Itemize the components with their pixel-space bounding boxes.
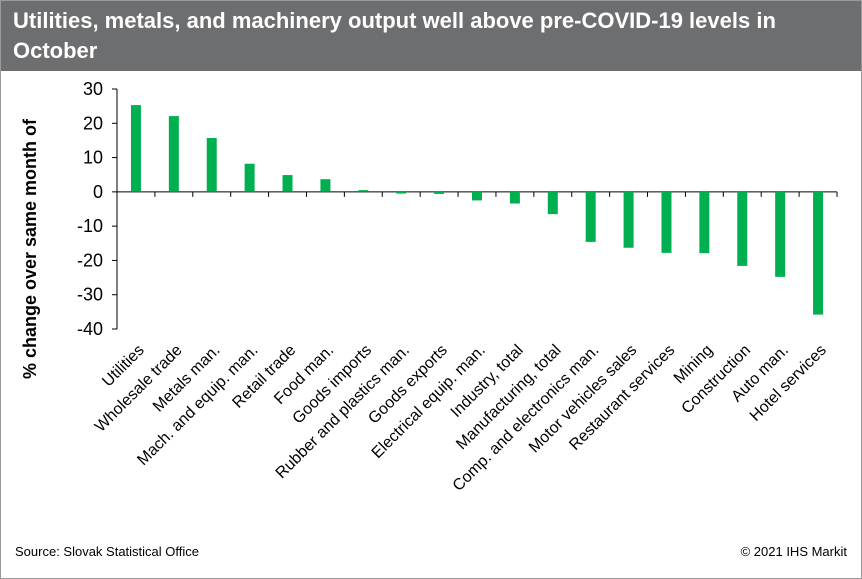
- bar: [472, 191, 482, 201]
- bar: [661, 191, 672, 253]
- y-tick-label: 0: [93, 182, 103, 202]
- bar: [244, 163, 255, 192]
- bar: [509, 191, 520, 204]
- y-tick-label: -20: [77, 250, 103, 270]
- bar: [775, 191, 786, 277]
- chart-title: Utilities, metals, and machinery output …: [13, 8, 776, 63]
- bar: [813, 191, 824, 315]
- bar: [737, 191, 748, 266]
- bar: [130, 105, 141, 192]
- y-tick-label: -40: [77, 319, 103, 339]
- bar: [585, 191, 596, 242]
- copyright-note: © 2021 IHS Markit: [740, 544, 847, 559]
- y-tick-label: -10: [77, 216, 103, 236]
- y-tick-label: -30: [77, 285, 103, 305]
- source-note: Source: Slovak Statistical Office: [15, 544, 200, 559]
- y-tick-label: 30: [83, 79, 103, 99]
- y-tick-label: 10: [83, 148, 103, 168]
- bar: [358, 190, 369, 192]
- y-axis-title: % change over same month of: [20, 118, 40, 379]
- bar: [320, 179, 331, 192]
- bar: [547, 191, 558, 215]
- bar: [206, 138, 217, 192]
- title-banner: Utilities, metals, and machinery output …: [1, 1, 861, 71]
- bar: [434, 191, 445, 194]
- bar: [396, 191, 407, 194]
- bar: [699, 191, 710, 254]
- bar: [282, 175, 293, 192]
- y-tick-label: 20: [83, 113, 103, 133]
- bar: [623, 191, 634, 248]
- bar: [168, 116, 179, 192]
